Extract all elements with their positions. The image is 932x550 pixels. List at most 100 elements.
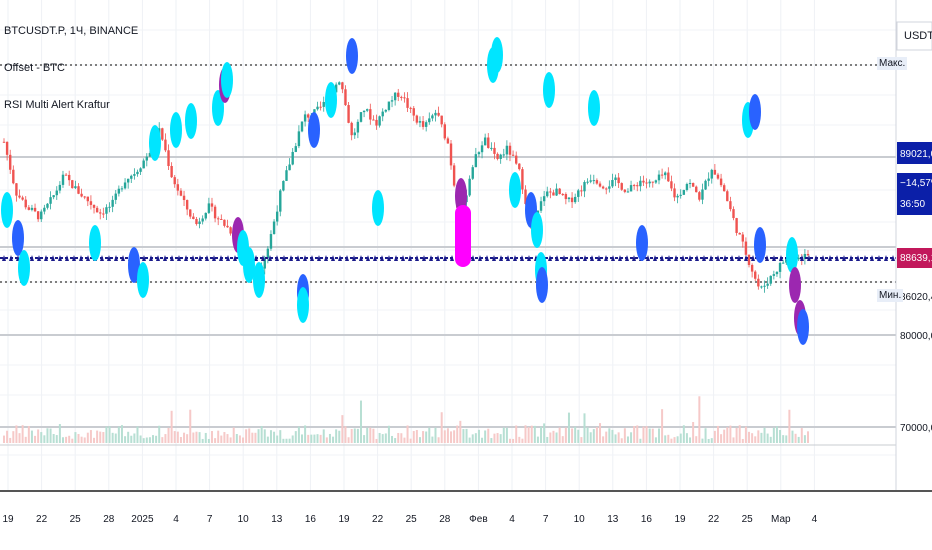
x-tick-label: 2025 (131, 514, 154, 525)
candle-body (24, 199, 27, 208)
offset-tick (821, 255, 825, 261)
price-tag-bg (897, 287, 932, 307)
offset-tick (65, 255, 69, 261)
volume-bar (689, 437, 692, 443)
x-tick-label: 22 (36, 514, 48, 525)
candle-body (390, 100, 394, 102)
volume-bar (546, 436, 549, 443)
time-axis[interactable]: 19 22 25 28 2025 4 7 10 13 16 19 22 25 28 Фев 4 7 10 13 16 1… (0, 490, 932, 525)
volume-bar (533, 425, 536, 443)
candle-body (204, 212, 207, 219)
candle-body (722, 185, 726, 192)
candle-body (670, 181, 673, 189)
candle-body (477, 152, 481, 155)
volume-bar (235, 433, 238, 443)
volume-bar (263, 429, 266, 443)
x-tick-label: 13 (607, 514, 619, 525)
volume-bar (71, 438, 74, 443)
x-tick-label: 19 (338, 514, 350, 525)
volume-bar (210, 431, 213, 443)
candle-body (608, 186, 611, 189)
candle-body (446, 138, 450, 144)
volume-bar (80, 436, 83, 443)
symbol-legend[interactable]: BTCUSDT.P, 1Ч, BINANCE (4, 25, 139, 37)
volume-bar (251, 432, 254, 443)
study-legend-rsi[interactable]: RSI Multi Alert Kraftur (4, 99, 110, 111)
candle-body (89, 201, 93, 205)
candle-body (43, 207, 46, 212)
candle-body (195, 218, 198, 225)
candle-body (589, 180, 592, 182)
candle-body (176, 184, 180, 191)
cyan-signal-marker (543, 72, 555, 108)
candle-body (192, 216, 195, 219)
volume-bar (214, 438, 217, 443)
price-tag-bg (897, 173, 932, 194)
volume-bar (807, 431, 809, 443)
volume-bar (21, 425, 24, 443)
volume-bar (673, 437, 676, 443)
offset-tick (310, 255, 314, 261)
candle-body (133, 174, 136, 176)
candle-body (570, 197, 574, 203)
candle-body (483, 137, 487, 146)
volume-bar (605, 431, 608, 443)
candle-body (546, 191, 549, 197)
volume-bar (96, 430, 99, 443)
volume-bar (310, 434, 313, 443)
volume-bar (536, 436, 539, 443)
candle-body (601, 186, 605, 189)
offset-tick (268, 255, 272, 261)
volume-bar (347, 437, 350, 443)
volume-bar (313, 434, 316, 443)
offset-tick (527, 255, 531, 261)
candle-body (319, 106, 322, 108)
x-tick-label: 13 (271, 514, 283, 525)
offset-tick (191, 255, 195, 261)
volume-bar (61, 437, 64, 443)
candle-body (729, 201, 732, 210)
offset-tick (331, 255, 335, 261)
offset-tick (261, 255, 265, 261)
volume-bar (77, 434, 80, 443)
offset-tick (646, 255, 650, 261)
volume-bar (642, 426, 645, 443)
volume-bar (428, 427, 431, 443)
currency-label[interactable]: USDT (904, 30, 932, 42)
offset-tick (842, 255, 846, 261)
volume-bar (785, 435, 788, 443)
offset-tick (352, 255, 356, 261)
candle-body (449, 143, 453, 166)
cyan-signal-marker (185, 103, 197, 139)
offset-tick (772, 255, 776, 261)
volume-bar (440, 412, 443, 443)
x-tick-label: 19 (2, 514, 14, 525)
x-tick-label: 16 (305, 514, 317, 525)
candle-body (201, 218, 204, 222)
volume-bar (527, 427, 530, 443)
offset-tick (884, 255, 888, 261)
offset-tick (282, 255, 286, 261)
price-axis[interactable]: 80000,0 70000,0 89021,0 −14,57% 36:50 88639,1… (895, 0, 932, 490)
volume-bar (3, 435, 5, 443)
offset-tick (436, 255, 440, 261)
candle-body (36, 211, 40, 220)
candle-body (341, 82, 344, 90)
offset-tick (569, 255, 573, 261)
study-legend-offset[interactable]: Offset - BTC (4, 62, 65, 74)
candle-body (362, 110, 366, 113)
candle-body (769, 275, 772, 284)
volume-bar (639, 438, 642, 443)
candle-body (437, 112, 440, 116)
candle-body (626, 191, 630, 193)
offset-tick (779, 255, 783, 261)
offset-tick (485, 255, 489, 261)
candle-body (605, 188, 608, 190)
offset-tick (156, 255, 160, 261)
offset-tick (667, 255, 671, 261)
volume-bar (58, 424, 61, 443)
volume-bar (297, 426, 300, 443)
x-tick-label: 7 (207, 514, 213, 525)
offset-tick (233, 255, 237, 261)
